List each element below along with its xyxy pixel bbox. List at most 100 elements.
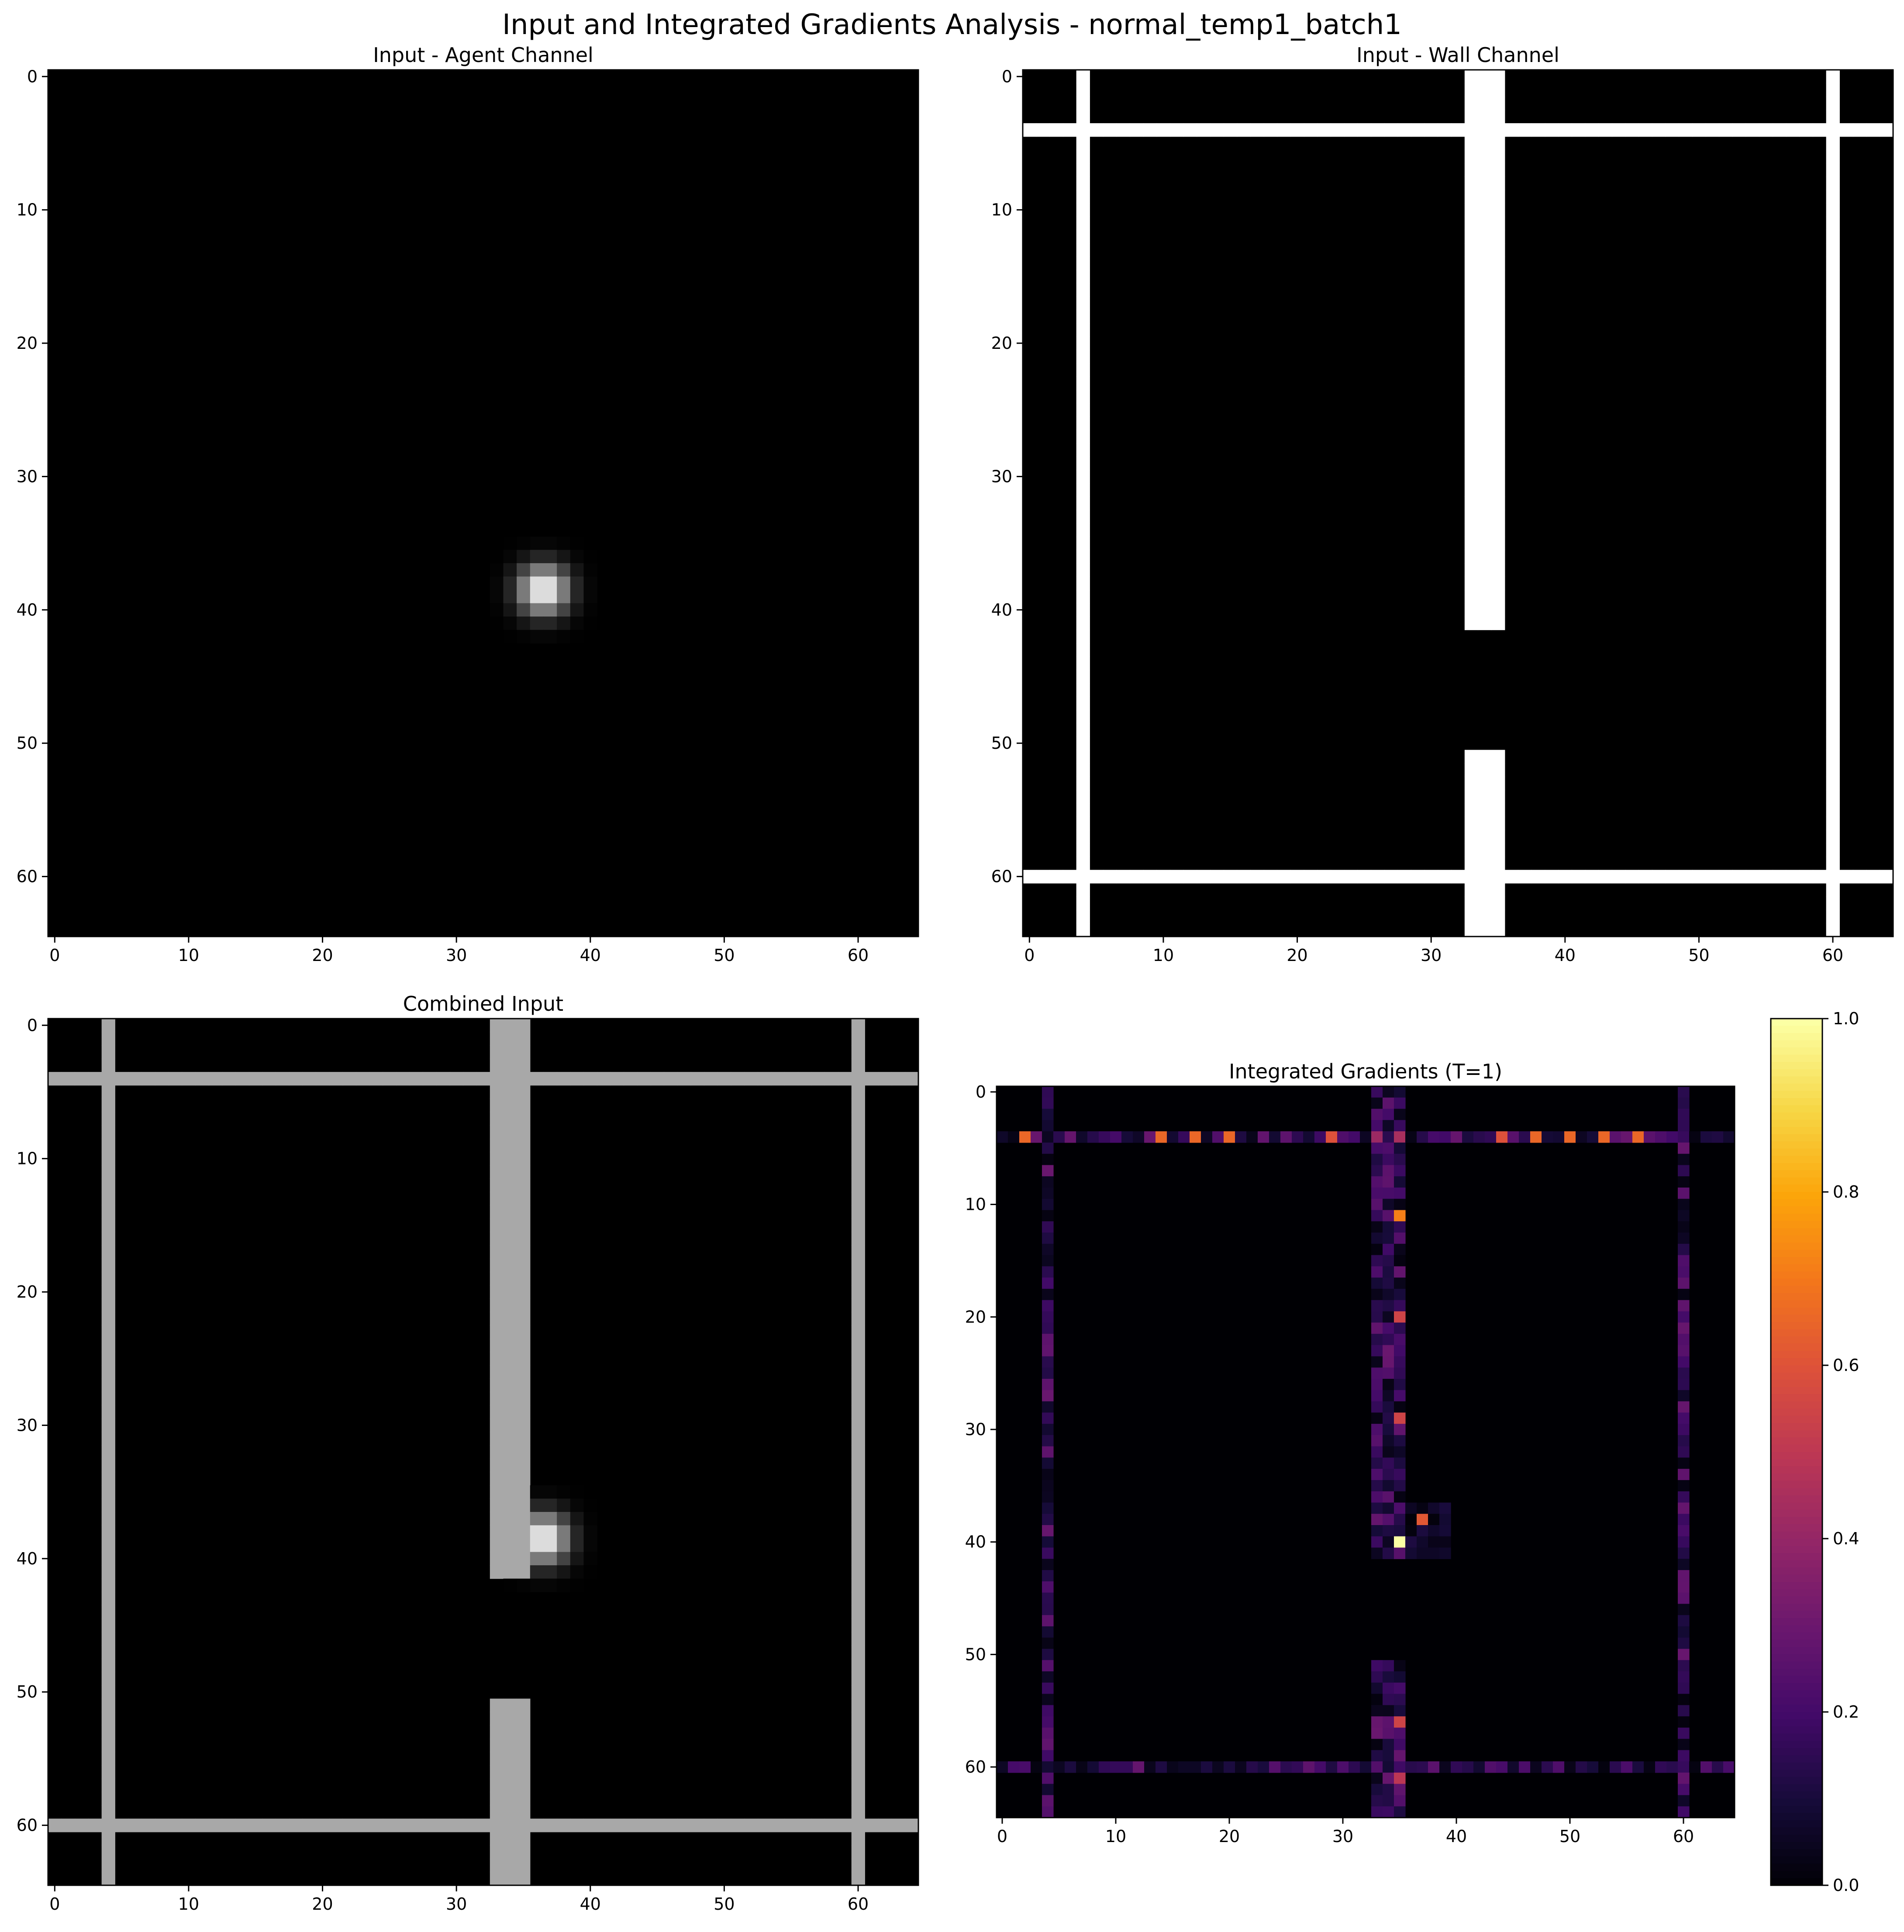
heatmap-cell [101,1432,115,1446]
heatmap-cell [490,603,504,617]
heatmap-cell [583,1512,597,1526]
heatmap-cell [1360,1131,1372,1143]
colorbar-segment [1771,1264,1822,1272]
heatmap-cell [1103,123,1117,137]
heatmap-cell [490,563,504,577]
colorbar-segment [1771,1842,1822,1850]
heatmap-cell [824,1072,838,1086]
colorbar-segment [1771,1755,1822,1763]
heatmap-cell [891,1818,905,1832]
heatmap-cell [517,1552,531,1566]
heatmap-cell [1394,1210,1406,1222]
colorbar-segment [1771,1777,1822,1785]
heatmap-cell [1076,1131,1088,1143]
heatmap-cell [1518,123,1532,137]
heatmap-cell [1678,1716,1690,1728]
heatmap-cell [490,1285,504,1299]
colorbar-tick-label: 0.2 [1833,1702,1859,1722]
heatmap-cell [1564,1131,1576,1143]
heatmap-cell [1076,150,1090,164]
heatmap-cell [1464,203,1479,217]
heatmap-cell [557,1072,571,1086]
heatmap-cell [891,1072,905,1086]
heatmap-cell [1692,123,1706,137]
heatmap-cell [101,1832,115,1846]
heatmap-cell [1042,1356,1054,1368]
heatmap-cell [851,1338,865,1353]
heatmap-cell [1478,750,1492,764]
heatmap-cell [1478,243,1492,257]
heatmap-cell [811,1072,825,1086]
heatmap-cell [1371,1210,1383,1222]
heatmap-cell [517,1138,531,1152]
colorbar-segment [1771,1141,1822,1149]
heatmap-cell [141,1818,155,1832]
heatmap-cell [503,1232,517,1246]
heatmap-cell [1478,83,1492,97]
heatmap-cell [101,1472,115,1486]
heatmap-cell [1371,1525,1383,1537]
heatmap-cell [1031,1131,1042,1143]
heatmap-cell [490,1138,504,1152]
x-tick-label: 0 [49,1894,60,1914]
heatmap-cell [851,1752,865,1766]
heatmap-cell [1464,856,1479,870]
colorbar-segment [1771,1835,1822,1842]
heatmap-cell [1531,870,1545,884]
heatmap-cell [503,1245,517,1259]
heatmap-cell [1042,1469,1054,1481]
heatmap-cell [1491,843,1505,857]
heatmap-cell [1464,870,1479,884]
heatmap-cell [490,1325,504,1339]
heatmap-cell [1542,1761,1553,1773]
heatmap-cell [517,1792,531,1806]
heatmap-cell [490,1298,504,1312]
heatmap-cell [449,1072,464,1086]
heatmap-cell [543,1565,557,1579]
heatmap-cell [1678,1457,1690,1469]
heatmap-cell [1464,110,1479,124]
y-tick-label: 40 [991,600,1012,620]
heatmap-cell [1076,1761,1088,1773]
heatmap-cell [1723,1131,1735,1143]
x-tick-label: 50 [1559,1827,1580,1846]
heatmap-cell [1383,1784,1394,1796]
heatmap-cell [1826,203,1840,217]
heatmap-cell [1826,736,1840,751]
heatmap-cell [784,1072,798,1086]
heatmap-cell [851,1512,865,1526]
heatmap-cell [1371,1547,1383,1559]
heatmap-cell [1383,1671,1394,1683]
heatmap-cell [1383,1198,1394,1211]
heatmap-cell [1464,336,1479,350]
heatmap-cell [1478,310,1492,324]
heatmap-cell [1383,1097,1394,1109]
heatmap-cell [503,1138,517,1152]
heatmap-cell [1826,870,1840,884]
heatmap-cell [1130,123,1144,137]
heatmap-cell [1439,1502,1451,1514]
heatmap-cell [517,1085,531,1099]
heatmap-cell [1491,870,1505,884]
heatmap-cell [1042,1165,1054,1177]
colorbar-segment [1771,1257,1822,1265]
heatmap-cell [490,1805,504,1819]
colorbar-segment [1771,1119,1822,1127]
heatmap-cell [1371,1255,1383,1267]
heatmap-cell [1464,616,1479,630]
heatmap-cell [530,1525,544,1539]
colorbar-segment [1771,1791,1822,1799]
heatmap-cell [517,1032,531,1046]
colorbar-segment [1771,1242,1822,1250]
heatmap-cell [289,1072,303,1086]
panel-title: Integrated Gradients (T=1) [1229,1060,1502,1083]
heatmap-cell [503,1272,517,1286]
heatmap-cell [543,1578,557,1592]
heatmap-cell [1042,1278,1054,1289]
heatmap-cell [851,1258,865,1272]
heatmap-cell [517,1419,531,1433]
heatmap-cell [1826,389,1840,404]
heatmap-cell [517,1072,531,1086]
